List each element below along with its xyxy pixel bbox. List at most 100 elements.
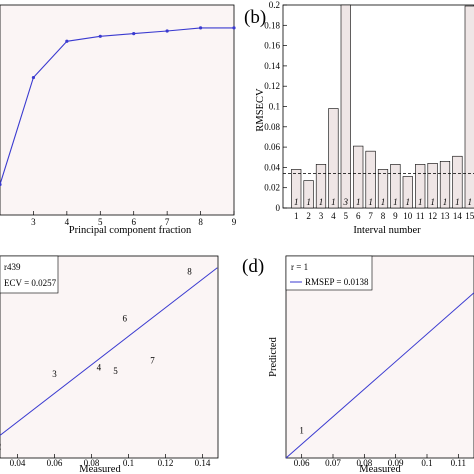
panel-a-xtick-label: 3 bbox=[31, 217, 36, 227]
panel-b-ytick-label: 0.06 bbox=[264, 142, 280, 152]
panel-a-series-line bbox=[0, 27, 234, 185]
panel-d-xtick-label: 0.08 bbox=[356, 458, 372, 468]
panel-b-bar-label: 1 bbox=[294, 197, 299, 207]
panel-c-fit-line bbox=[0, 267, 218, 436]
panel-b-bar-label: 1 bbox=[381, 197, 386, 207]
panel-a-xtick-label: 8 bbox=[198, 217, 203, 227]
panel-b-bar-label: 1 bbox=[406, 197, 411, 207]
panel-b-bar-label: 1 bbox=[443, 197, 448, 207]
panel-d-letter: (d) bbox=[242, 256, 264, 277]
panel-c-point-label: 7 bbox=[150, 356, 155, 366]
panel-b-ytick-label: 0.16 bbox=[264, 41, 280, 51]
panel-c-legend-box bbox=[0, 255, 59, 294]
panel-d-ylabel: Predicted bbox=[268, 336, 279, 376]
panel-c-xtick-label: 0.14 bbox=[195, 458, 211, 468]
panel-c-xtick-label: 0.06 bbox=[47, 458, 63, 468]
panel-b-bar bbox=[291, 169, 302, 209]
panel-b-ytick-label: 0.12 bbox=[264, 81, 280, 91]
panel-b-xtick-label: 7 bbox=[368, 211, 373, 221]
panel-b-xtick-label: 11 bbox=[416, 211, 425, 221]
panel-b-xtick-label: 6 bbox=[356, 211, 361, 221]
panel-d-point-label: 1 bbox=[299, 426, 304, 436]
panel-b-bar bbox=[353, 145, 364, 209]
panel-c-xtick-label: 0.04 bbox=[10, 458, 26, 468]
panel-c-point-label: 2 bbox=[0, 442, 1, 452]
panel-b-ytick-label: 0.2 bbox=[269, 0, 280, 10]
panel-c-point-label: 8 bbox=[187, 267, 192, 277]
panel-b-bar bbox=[402, 176, 413, 209]
panel-c-xtick-label: 0.1 bbox=[123, 458, 134, 468]
panel-c-point-label: 4 bbox=[97, 362, 102, 372]
panel-b-ytick-label: 0.14 bbox=[264, 61, 280, 71]
panel-b-bar-label: 1 bbox=[468, 197, 473, 207]
panel-b-xtick-label: 3 bbox=[319, 211, 324, 221]
panel-b-bar-label: 1 bbox=[331, 197, 336, 207]
panel-a-point bbox=[31, 75, 36, 80]
panel-d-xlabel: Measured bbox=[359, 464, 401, 474]
panel-c: r439 ECV = 0.0257 Measured 2 3 4 5 6 7 8 0.04 0.… bbox=[0, 255, 219, 474]
panel-b-xtick-label: 14 bbox=[453, 211, 463, 221]
panel-b-bar bbox=[464, 5, 474, 209]
panel-d: (d) r = 1 RMSEP = 0.0138 Predicted Measu… bbox=[242, 255, 474, 474]
panel-b-bar bbox=[303, 180, 314, 209]
panel-c-legend-entry: r439 bbox=[4, 262, 21, 272]
panel-b-ytick-label: 0.04 bbox=[264, 162, 280, 172]
panel-d-xtick-label: 0.09 bbox=[388, 458, 404, 468]
panel-c-point-label: 5 bbox=[113, 366, 118, 376]
panel-d-xtick-label: 0.1 bbox=[421, 458, 432, 468]
panel-b-ytick-label: 0 bbox=[276, 203, 281, 213]
panel-a-plot-area bbox=[0, 4, 235, 216]
panel-a: Principal component fraction 3 4 5 6 7 8 9 bbox=[0, 4, 237, 236]
panel-a-point bbox=[98, 34, 102, 38]
panel-b-bar bbox=[328, 108, 339, 209]
panel-a-xtick-label: 5 bbox=[98, 217, 103, 227]
panel-b-xtick-label: 13 bbox=[441, 211, 451, 221]
panel-b-xtick-label: 2 bbox=[306, 211, 311, 221]
panel-a-xtick-label: 6 bbox=[131, 217, 136, 227]
panel-a-point bbox=[232, 26, 236, 30]
panel-d-legend-entry: r = 1 bbox=[291, 262, 308, 272]
panel-b-bar bbox=[390, 164, 401, 209]
panel-d-xtick-label: 0.07 bbox=[325, 458, 341, 468]
panel-b-bar bbox=[439, 161, 451, 209]
panel-c-xtick-label: 0.12 bbox=[158, 458, 174, 468]
panel-b-bar-label: 1 bbox=[356, 197, 361, 207]
panel-c-legend-entry: ECV = 0.0257 bbox=[4, 278, 57, 288]
panel-b-bar bbox=[315, 164, 327, 209]
panel-a-point bbox=[132, 32, 136, 36]
panel-b-bar-label: 1 bbox=[430, 197, 435, 207]
panel-b-ylabel: RMSECV bbox=[255, 88, 266, 132]
panel-b-bar-label: 1 bbox=[319, 197, 324, 207]
panel-b-xtick-label: 4 bbox=[331, 211, 336, 221]
panel-b-bar-label: 1 bbox=[455, 197, 460, 207]
panel-d-legend-entry: RMSEP = 0.0138 bbox=[305, 277, 369, 287]
panel-c-point-label: 3 bbox=[52, 369, 57, 379]
panel-a-xlabel: Principal component fraction bbox=[69, 225, 192, 236]
panel-a-xtick-label: 7 bbox=[165, 217, 170, 227]
panel-b-xtick-label: 12 bbox=[428, 211, 437, 221]
panel-d-legend-box bbox=[285, 255, 373, 291]
panel-b-ytick-label: 0.08 bbox=[264, 122, 280, 132]
panel-b-bar bbox=[377, 169, 389, 209]
panel-b-bar bbox=[415, 164, 426, 209]
panel-a-xtick-label: 9 bbox=[232, 217, 237, 227]
panel-b-bar-label: 1 bbox=[368, 197, 373, 207]
panel-b-xlabel: Interval number bbox=[353, 225, 421, 236]
panel-b-letter: (b) bbox=[244, 7, 266, 28]
panel-b-xtick-label: 8 bbox=[381, 211, 386, 221]
panel-b-xtick-label: 5 bbox=[344, 211, 349, 221]
panel-b-ytick-label: 0.02 bbox=[264, 183, 280, 193]
panel-b-bar bbox=[365, 150, 376, 209]
panel-b-bar-label: 3 bbox=[343, 197, 349, 207]
panel-a-point bbox=[198, 26, 203, 30]
panel-b-xtick-label: 1 bbox=[294, 211, 299, 221]
panel-a-point bbox=[165, 29, 169, 33]
panel-d-xtick-label: 0.06 bbox=[294, 458, 310, 468]
panel-d-xtick-label: 0.11 bbox=[451, 458, 466, 468]
panel-b: (b) RMSECV Interval number 0 0.02 0.04 0.06… bbox=[244, 0, 474, 236]
panel-b-xtick-label: 9 bbox=[393, 211, 398, 221]
panel-a-xtick-label: 4 bbox=[65, 217, 70, 227]
panel-b-xtick-label: 15 bbox=[465, 211, 474, 221]
panel-a-point bbox=[0, 182, 2, 187]
